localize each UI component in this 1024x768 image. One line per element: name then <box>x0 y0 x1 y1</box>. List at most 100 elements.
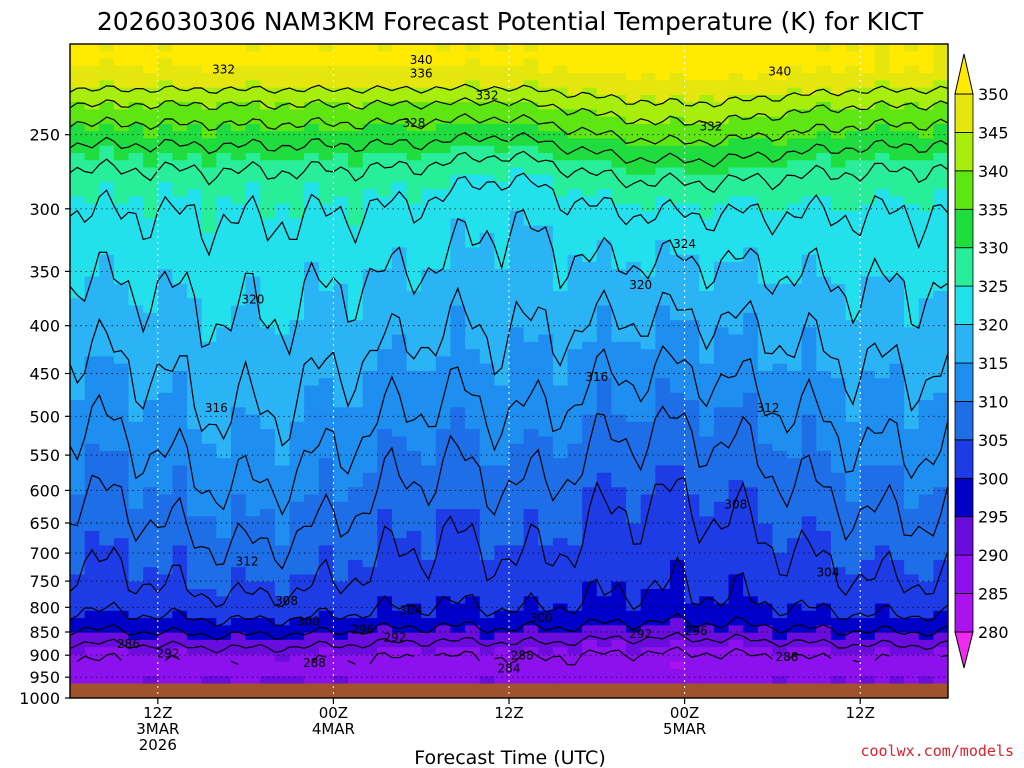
band-cell <box>230 625 247 634</box>
band-cell <box>465 94 481 103</box>
band-cell <box>391 530 408 539</box>
band-cell <box>70 211 86 219</box>
band-cell <box>611 174 627 183</box>
band-cell <box>933 639 948 648</box>
band-cell <box>333 458 349 467</box>
band-cell <box>450 625 466 634</box>
band-cell <box>348 254 364 263</box>
band-cell <box>187 58 203 67</box>
band-cell <box>509 618 525 626</box>
band-cell <box>421 116 437 125</box>
band-cell <box>450 247 466 256</box>
band-cell <box>669 73 686 81</box>
band-cell <box>538 334 554 343</box>
band-cell <box>918 160 934 169</box>
band-cell <box>318 138 334 147</box>
band-cell <box>230 538 247 546</box>
band-cell <box>362 516 378 525</box>
band-cell <box>318 269 334 278</box>
band-cell <box>70 574 86 583</box>
band-cell <box>99 189 115 198</box>
band-cell <box>230 501 247 510</box>
band-cell <box>538 559 554 568</box>
band-cell <box>684 371 700 379</box>
band-cell <box>450 203 466 212</box>
band-cell <box>757 247 773 256</box>
band-cell <box>245 603 261 612</box>
band-cell <box>918 218 934 227</box>
band-cell <box>889 58 905 67</box>
band-cell <box>874 596 891 605</box>
band-cell <box>757 109 773 118</box>
band-cell <box>757 291 773 299</box>
band-cell <box>538 174 554 183</box>
band-cell <box>918 341 934 350</box>
band-cell <box>626 334 642 343</box>
band-cell <box>260 523 276 532</box>
band-cell <box>406 341 422 350</box>
band-cell <box>113 116 130 125</box>
band-cell <box>435 596 452 605</box>
band-cell <box>904 378 920 387</box>
band-cell <box>889 102 905 110</box>
band-cell <box>435 145 452 154</box>
band-cell <box>626 291 642 299</box>
band-cell <box>552 341 569 350</box>
band-cell <box>728 552 744 561</box>
band-cell <box>113 138 130 147</box>
band-cell <box>904 153 920 161</box>
band-cell <box>626 545 642 554</box>
band-cell <box>260 625 276 634</box>
band-cell <box>904 240 920 249</box>
band-cell <box>596 356 613 365</box>
band-cell <box>348 581 364 590</box>
band-cell <box>772 153 788 161</box>
band-cell <box>743 51 759 60</box>
band-cell <box>713 87 730 96</box>
band-cell <box>640 639 656 648</box>
band-cell <box>494 80 510 89</box>
band-cell <box>728 501 744 510</box>
band-cell <box>772 131 788 140</box>
band-cell <box>904 51 920 60</box>
band-cell <box>582 225 598 234</box>
band-cell <box>509 472 525 481</box>
band-cell <box>391 312 408 321</box>
band-cell <box>669 530 686 539</box>
band-cell <box>494 291 510 299</box>
band-cell <box>274 262 291 270</box>
band-cell <box>611 574 627 583</box>
band-cell <box>318 516 334 525</box>
band-cell <box>523 102 539 110</box>
band-cell <box>684 610 700 619</box>
band-cell <box>699 327 715 336</box>
band-cell <box>640 421 656 430</box>
band-cell <box>552 378 569 387</box>
band-cell <box>274 174 291 183</box>
band-cell <box>406 262 422 270</box>
band-cell <box>435 44 452 52</box>
band-cell <box>157 94 174 103</box>
band-cell <box>874 625 891 634</box>
band-cell <box>84 371 100 379</box>
band-cell <box>348 109 364 118</box>
band-cell <box>230 436 247 445</box>
band-cell <box>713 559 730 568</box>
band-cell <box>787 349 803 358</box>
band-cell <box>728 283 744 292</box>
band-cell <box>933 516 948 525</box>
band-cell <box>684 312 700 321</box>
band-cell <box>304 116 320 125</box>
band-cell <box>655 160 671 169</box>
band-cell <box>918 596 934 605</box>
band-cell <box>801 509 817 517</box>
band-cell <box>421 472 437 481</box>
band-cell <box>216 138 232 147</box>
band-cell <box>874 327 891 336</box>
band-cell <box>933 80 948 89</box>
band-cell <box>801 58 817 67</box>
band-cell <box>874 589 891 597</box>
band-cell <box>918 211 934 219</box>
band-cell <box>611 596 627 605</box>
band-cell <box>684 567 700 576</box>
